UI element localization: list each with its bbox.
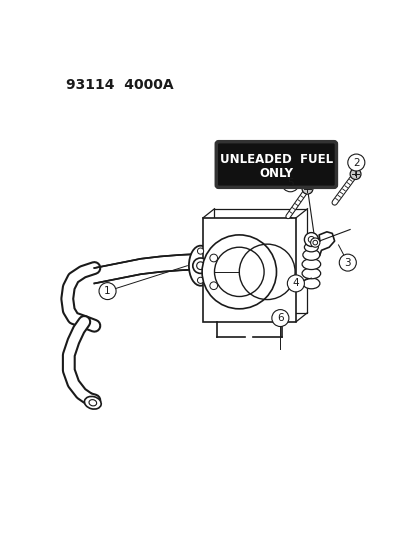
Circle shape [281,175,298,192]
Text: 2: 2 [352,158,359,167]
Text: 4: 4 [292,278,299,288]
Circle shape [308,237,314,243]
Circle shape [349,168,360,180]
Text: ONLY: ONLY [259,167,293,180]
Ellipse shape [301,268,320,279]
Text: 93114  4000A: 93114 4000A [66,78,173,92]
Ellipse shape [188,246,212,286]
FancyBboxPatch shape [202,218,295,322]
Polygon shape [318,232,334,255]
Circle shape [209,254,217,262]
Text: 3: 3 [344,257,350,268]
Circle shape [192,258,208,273]
Circle shape [312,240,317,245]
Ellipse shape [89,400,96,406]
Circle shape [197,248,203,254]
Circle shape [301,183,312,194]
Ellipse shape [302,249,319,260]
Circle shape [209,282,217,289]
Circle shape [287,275,304,292]
FancyBboxPatch shape [214,209,307,313]
Ellipse shape [301,259,320,270]
FancyBboxPatch shape [216,142,336,187]
Text: 1: 1 [104,286,111,296]
Circle shape [196,262,204,270]
Ellipse shape [304,243,318,252]
Ellipse shape [84,397,101,409]
Circle shape [99,282,116,300]
Circle shape [304,232,318,246]
Text: UNLEADED  FUEL: UNLEADED FUEL [219,153,332,166]
Circle shape [310,238,319,247]
Ellipse shape [302,278,319,289]
Circle shape [202,235,276,309]
Circle shape [271,310,288,327]
Circle shape [339,254,356,271]
Circle shape [197,277,203,284]
Circle shape [214,247,263,296]
Text: 6: 6 [276,313,283,323]
Circle shape [347,154,364,171]
Text: 5: 5 [287,179,293,188]
